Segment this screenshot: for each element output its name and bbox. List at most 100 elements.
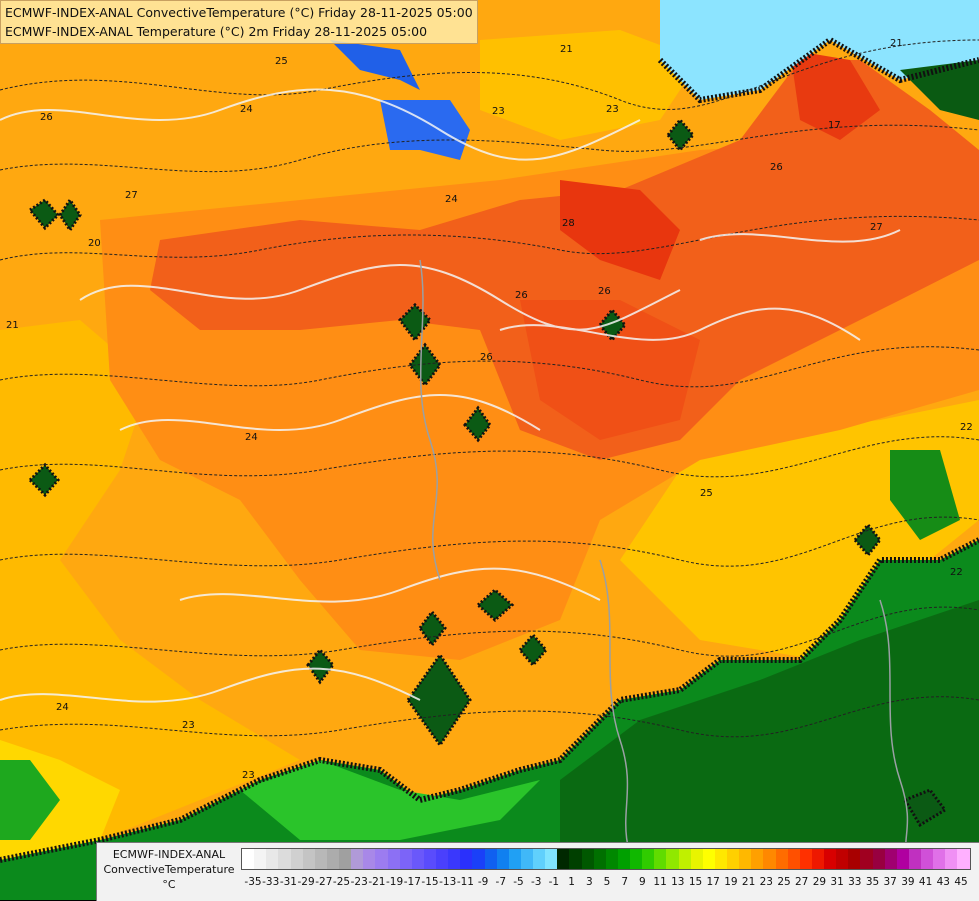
legend-swatch	[339, 849, 352, 869]
legend-swatch	[921, 849, 934, 869]
legend-swatch	[763, 849, 776, 869]
contour-label: 28	[562, 218, 575, 229]
legend-tick: -21	[368, 876, 386, 888]
legend-swatch	[593, 849, 606, 869]
contour-label: 21	[560, 44, 573, 55]
legend-label-model: ECMWF-INDEX-ANAL	[112, 848, 226, 861]
legend-swatch	[569, 849, 582, 869]
contour-label: 25	[700, 488, 713, 499]
legend-tick: 15	[688, 876, 703, 888]
legend-tick: -13	[439, 876, 457, 888]
legend-tick: 37	[883, 876, 897, 888]
contour-label: 17	[828, 120, 841, 131]
boundary-hatching-north	[657, 36, 979, 104]
legend-swatch	[436, 849, 449, 869]
legend-swatch	[363, 849, 376, 869]
contour-label: 26	[40, 112, 53, 123]
boundary-hatching	[0, 537, 979, 863]
region-blue-north	[380, 100, 470, 160]
legend-swatch	[399, 849, 412, 869]
contour-label: 24	[445, 194, 458, 205]
legend-swatch	[448, 849, 461, 869]
legend-swatch	[860, 849, 873, 869]
legend-tick: -17	[403, 876, 421, 888]
legend-swatch	[666, 849, 679, 869]
legend-tick: -31	[279, 876, 297, 888]
region-yellow-north	[480, 30, 700, 140]
legend-tick: -33	[262, 876, 280, 888]
contour-label: 24	[56, 702, 69, 713]
legend-label-unit: °C	[162, 878, 176, 891]
legend-swatch	[545, 849, 558, 869]
legend-tick: 13	[671, 876, 685, 888]
legend-tick-labels: -35 -33 -31 -29 -27 -25 -23 -21 -19 -17 -15 -13 -11-…	[235, 876, 975, 890]
legend-tick: -15	[421, 876, 439, 888]
legend-swatch	[290, 849, 303, 869]
contour-label: 23	[182, 720, 195, 731]
legend-swatch	[266, 849, 279, 869]
legend-swatch	[472, 849, 485, 869]
legend-swatch	[690, 849, 703, 869]
map-title: ECMWF-INDEX-ANAL ConvectiveTemperature (…	[0, 0, 478, 44]
legend-swatch	[957, 849, 970, 869]
legend-swatch	[630, 849, 643, 869]
contour-label: 21	[6, 320, 19, 331]
legend-tick: 35	[865, 876, 880, 888]
region-yellow-orange-west	[0, 320, 300, 860]
isolated-cells	[27, 117, 948, 828]
legend-swatch	[605, 849, 618, 869]
legend-tick: 5	[603, 876, 611, 888]
legend-swatch	[302, 849, 315, 869]
isotherm-contours	[0, 39, 979, 738]
legend-tick: -23	[350, 876, 368, 888]
contour-label: 23	[606, 104, 619, 115]
legend-tick: 45	[954, 876, 968, 888]
legend-tick: -19	[386, 876, 404, 888]
legend-tick: 39	[901, 876, 915, 888]
legend-swatch	[423, 849, 436, 869]
legend-label-variable: ConvectiveTemperature	[103, 863, 235, 876]
legend-tick: 33	[848, 876, 862, 888]
legend-swatch	[908, 849, 921, 869]
legend-swatch	[411, 849, 424, 869]
legend-tick: -27	[315, 876, 333, 888]
legend-tick: 23	[759, 876, 773, 888]
legend-tick: 29	[812, 876, 827, 888]
legend-swatch	[326, 849, 339, 869]
legend-swatch	[533, 849, 546, 869]
legend-swatch	[581, 849, 594, 869]
contour-label: 27	[125, 190, 138, 201]
contour-label: 20	[88, 238, 101, 249]
contour-label: 26	[770, 162, 783, 173]
legend-tick: -29	[297, 876, 315, 888]
legend-swatch	[314, 849, 327, 869]
contour-label: 22	[960, 422, 973, 433]
contour-label: 27	[870, 222, 883, 233]
legend-tick: -25	[332, 876, 351, 888]
contour-label: 26	[598, 286, 611, 297]
region-yellow-east	[620, 400, 979, 660]
contour-label: 24	[240, 104, 253, 115]
contour-label: 26	[515, 290, 528, 301]
color-legend: ECMWF-INDEX-ANAL ConvectiveTemperature °…	[96, 842, 979, 901]
legend-swatch	[242, 849, 255, 869]
legend-label: ECMWF-INDEX-ANAL ConvectiveTemperature °…	[101, 847, 237, 892]
legend-tick: -35	[244, 876, 262, 888]
legend-swatch	[702, 849, 715, 869]
region-light-blue-northeast	[660, 0, 979, 100]
legend-swatch	[484, 849, 497, 869]
legend-swatch	[254, 849, 267, 869]
legend-tick: 25	[777, 876, 791, 888]
legend-tick: 9	[639, 876, 646, 888]
legend-tick: 43	[936, 876, 950, 888]
legend-tick: 19	[724, 876, 738, 888]
legend-tick: 41	[918, 876, 933, 888]
legend-swatch	[714, 849, 727, 869]
contour-label: 22	[950, 567, 963, 578]
contour-label: 23	[492, 106, 505, 117]
legend-swatch	[751, 849, 764, 869]
legend-tick: -5	[513, 876, 524, 888]
contour-label: 23	[242, 770, 255, 781]
legend-swatch	[642, 849, 655, 869]
legend-swatch	[872, 849, 885, 869]
